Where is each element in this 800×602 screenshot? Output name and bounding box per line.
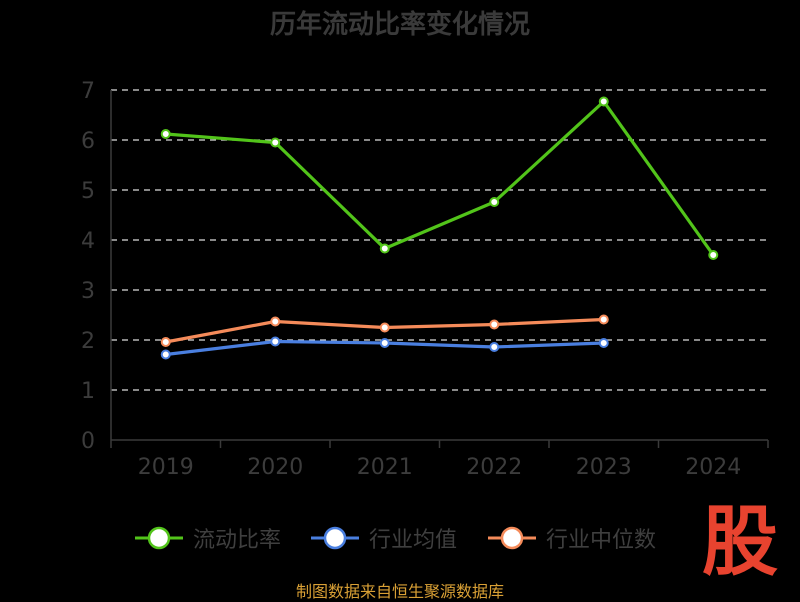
legend: 流动比率 行业均值 行业中位数: [0, 518, 800, 558]
x-tick-label: 2020: [247, 455, 303, 480]
data-point[interactable]: [270, 316, 281, 327]
y-tick-label: 7: [81, 79, 95, 104]
data-point[interactable]: [489, 197, 500, 207]
axes: 0 1 2 3 4 5 6 7 2019 2020 2021 2022 2023 2024: [81, 79, 769, 480]
data-point[interactable]: [270, 137, 281, 148]
series-1: [160, 336, 609, 360]
data-point[interactable]: [489, 342, 500, 352]
x-tick-label: 2019: [138, 455, 194, 480]
legend-item-industry-mean[interactable]: 行业均值: [309, 518, 457, 558]
x-tick-label: 2024: [685, 455, 741, 480]
legend-marker: [311, 526, 359, 550]
data-point[interactable]: [160, 337, 171, 347]
legend-item-current-ratio[interactable]: 流动比率: [133, 518, 281, 558]
y-tick-label: 3: [81, 279, 95, 304]
legend-marker: [488, 526, 536, 550]
x-tick-label: 2022: [466, 455, 522, 480]
series-lines: [160, 96, 719, 360]
y-tick-label: 2: [81, 329, 95, 354]
series-0: [160, 96, 719, 260]
y-tick-label: 4: [81, 229, 95, 254]
y-tick-label: 5: [81, 179, 95, 204]
data-point[interactable]: [160, 349, 171, 360]
data-point[interactable]: [379, 243, 390, 254]
legend-marker: [135, 526, 183, 550]
legend-label: 行业中位数: [546, 528, 657, 553]
x-tick-label: 2021: [357, 455, 413, 480]
data-point[interactable]: [379, 338, 390, 348]
data-point[interactable]: [708, 250, 719, 260]
x-tick-label: 2023: [576, 455, 632, 480]
y-tick-label: 0: [81, 429, 95, 454]
y-tick-label: 1: [81, 379, 95, 404]
data-point[interactable]: [379, 322, 390, 333]
data-point[interactable]: [598, 314, 609, 325]
legend-label: 流动比率: [193, 528, 282, 553]
data-point[interactable]: [160, 129, 171, 139]
y-tick-label: 6: [81, 129, 95, 154]
legend-label: 行业均值: [369, 528, 458, 553]
legend-item-industry-median[interactable]: 行业中位数: [486, 518, 656, 558]
brand-logo: 股: [702, 497, 778, 586]
data-point[interactable]: [598, 338, 609, 348]
source-footer: 制图数据来自恒生聚源数据库: [295, 582, 504, 601]
series-2: [160, 314, 609, 347]
chart-title: 历年流动比率变化情况: [269, 10, 530, 40]
data-point[interactable]: [489, 319, 500, 330]
data-point[interactable]: [270, 336, 281, 347]
series-line: [165, 99, 715, 256]
data-point[interactable]: [598, 96, 609, 107]
